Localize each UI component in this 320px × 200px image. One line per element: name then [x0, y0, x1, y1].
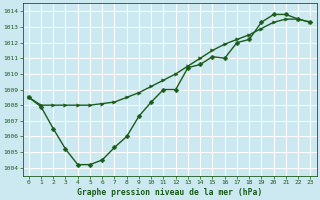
X-axis label: Graphe pression niveau de la mer (hPa): Graphe pression niveau de la mer (hPa) — [77, 188, 262, 197]
